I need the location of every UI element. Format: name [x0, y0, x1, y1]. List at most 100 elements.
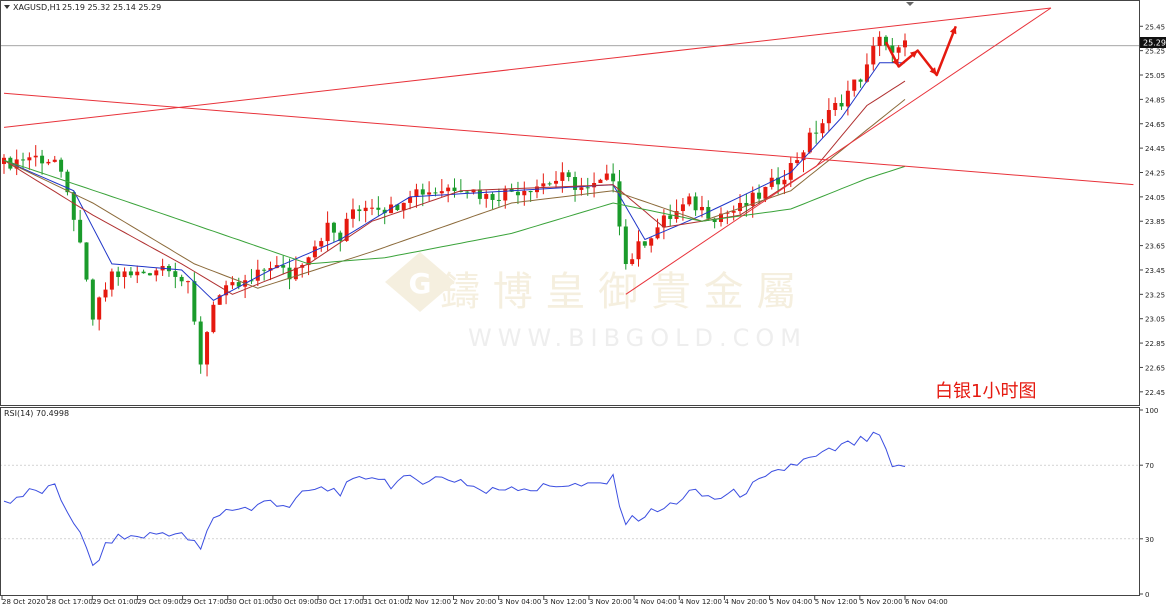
candle-body — [763, 186, 768, 199]
candle-body — [890, 45, 895, 53]
header-ohlc: 25.19 25.32 25.14 25.29 — [62, 3, 161, 12]
time-tick-label: 28 Oct 2020 — [2, 598, 45, 606]
time-tick-label: 6 Nov 04:00 — [905, 598, 948, 606]
moving-average-line — [3, 159, 906, 265]
candle-body — [173, 271, 178, 277]
candle-body — [344, 218, 349, 241]
price-axis: 25.45 25.25 25.05 24.85 24.65 24.45 24.25 24.05… — [1139, 23, 1165, 397]
rsi-tick-label: 0 — [1145, 591, 1149, 599]
candle-body — [274, 265, 279, 269]
time-tick-label: 28 Oct 17:00 — [47, 598, 93, 606]
time-tick-label: 4 Nov 04:00 — [634, 598, 677, 606]
candle-body — [636, 241, 641, 260]
price-tick-label: 25.25 — [1145, 48, 1165, 56]
time-tick-label: 4 Nov 20:00 — [724, 598, 767, 606]
candle-body — [769, 177, 774, 187]
rsi-tick-label: 100 — [1145, 407, 1158, 415]
candle-body — [528, 190, 533, 193]
candle-body — [427, 192, 432, 195]
candle-body — [376, 207, 381, 210]
candle-body — [611, 173, 616, 182]
price-tick-label: 22.65 — [1145, 364, 1165, 372]
candle-body — [661, 215, 666, 228]
price-tick-label: 23.25 — [1145, 291, 1165, 299]
candle-body — [357, 209, 362, 212]
time-tick-label: 2 Nov 12:00 — [408, 598, 451, 606]
candle-body — [198, 321, 203, 365]
candle-body — [623, 226, 628, 265]
candle-body — [382, 209, 387, 214]
price-tick-label: 24.65 — [1145, 121, 1165, 129]
candle-body — [903, 40, 907, 48]
candle-body — [109, 271, 114, 290]
candle-body — [186, 281, 191, 283]
price-tick-label: 22.45 — [1145, 389, 1165, 397]
candle-body — [807, 132, 812, 153]
candle-body — [668, 215, 673, 219]
time-tick-label: 5 Nov 12:00 — [815, 598, 858, 606]
candle-body — [27, 157, 32, 161]
candle-body — [90, 279, 95, 320]
price-tick-label: 24.25 — [1145, 169, 1165, 177]
main-price-pane — [0, 7, 1140, 377]
candle-body — [731, 211, 736, 213]
candle-body — [680, 204, 685, 212]
candle-body — [699, 206, 704, 211]
trend-line — [3, 7, 1051, 128]
candle-body — [116, 271, 121, 278]
candle-body — [21, 159, 26, 161]
candle-body — [211, 304, 216, 333]
candle-body — [490, 194, 495, 200]
moving-average-line — [3, 99, 906, 289]
candle-body — [547, 183, 552, 185]
chart-menu-icon[interactable] — [4, 5, 10, 9]
candle-body — [141, 271, 146, 274]
candle-body — [312, 246, 317, 258]
time-tick-label: 2 Nov 20:00 — [454, 598, 497, 606]
watermark-logo-letter: G — [409, 267, 432, 300]
candle-body — [814, 132, 819, 134]
candle-body — [693, 196, 698, 211]
rsi-tick-label: 70 — [1145, 462, 1154, 470]
candle-body — [262, 269, 267, 271]
candle-body — [14, 159, 19, 169]
candle-body — [452, 187, 457, 191]
candle-body — [135, 271, 140, 276]
candle-body — [871, 45, 876, 65]
candle-body — [420, 189, 425, 195]
candle-body — [458, 190, 463, 192]
candle-body — [84, 242, 89, 280]
time-tick-label: 29 Oct 01:00 — [92, 598, 138, 606]
price-tick-label: 24.05 — [1145, 194, 1165, 202]
candle-body — [839, 102, 844, 107]
candle-body — [858, 79, 863, 82]
price-tick-label: 25.05 — [1145, 72, 1165, 80]
time-tick-label: 3 Nov 20:00 — [589, 598, 632, 606]
time-tick-label: 3 Nov 04:00 — [499, 598, 542, 606]
candle-body — [604, 173, 609, 180]
candle-body — [363, 207, 368, 212]
time-tick-label: 5 Nov 04:00 — [770, 598, 813, 606]
candle-body — [776, 177, 781, 185]
candle-body — [630, 259, 635, 265]
candle-body — [674, 211, 679, 219]
projection-arrowhead — [909, 50, 918, 58]
time-tick-label: 29 Oct 09:00 — [137, 598, 183, 606]
candle-body — [350, 209, 355, 219]
moving-average-line — [3, 62, 905, 302]
candle-body — [598, 179, 603, 184]
candle-body — [414, 189, 419, 197]
candle-body — [820, 123, 825, 134]
candle-body — [40, 155, 45, 164]
candle-body — [408, 196, 413, 203]
rsi-tick-label: 30 — [1145, 536, 1154, 544]
candle-body — [782, 179, 787, 185]
candle-body — [33, 155, 38, 158]
candle-body — [205, 332, 210, 365]
candle-body — [579, 187, 584, 190]
time-axis: 28 Oct 2020 28 Oct 17:00 29 Oct 01:00 29 Oc… — [1, 596, 948, 606]
candle-body — [439, 191, 444, 194]
chart-shift-icon[interactable] — [906, 2, 914, 6]
time-tick-label: 30 Oct 09:00 — [273, 598, 319, 606]
candle-body — [845, 90, 850, 107]
